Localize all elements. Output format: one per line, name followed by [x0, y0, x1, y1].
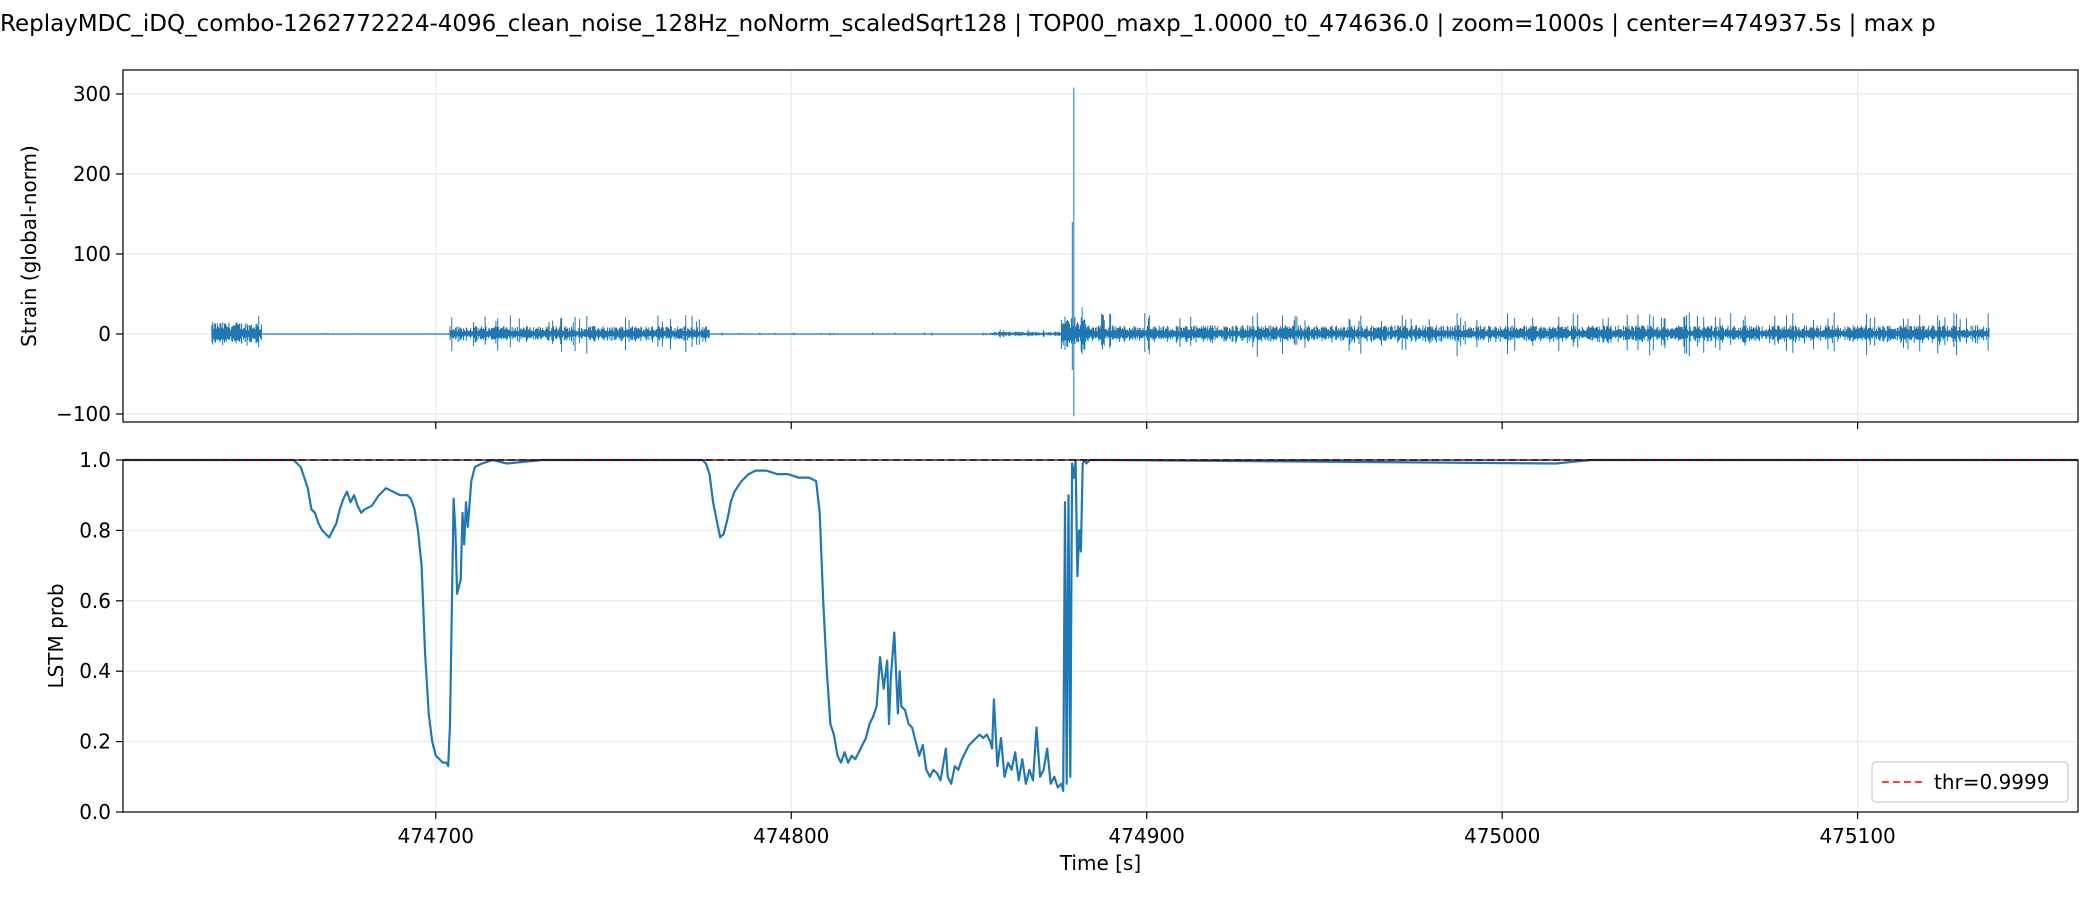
legend: thr=0.9999 — [1871, 761, 2069, 803]
time-x-axis-label: Time [s] — [1059, 851, 1141, 875]
lstm-y-axis-label: LSTM prob — [44, 583, 68, 688]
strain-y-tick-label: 300 — [73, 82, 111, 106]
legend-box — [1871, 761, 2069, 803]
lstm-x-tick-label: 475000 — [1464, 824, 1540, 848]
figure-title: ReplayMDC_iDQ_combo-1262772224-4096_clea… — [0, 11, 1936, 37]
lstm-panel: 474700 474800 474900 475000 475100 0.0 0.2 0.4 0… — [44, 448, 2079, 875]
lstm-x-tick-label: 474700 — [398, 824, 474, 848]
lstm-y-tick-label: 0.6 — [79, 589, 111, 613]
strain-y-axis-label: Strain (global-norm) — [17, 145, 41, 347]
strain-y-tick-label: 100 — [73, 242, 111, 266]
lstm-ticks: 474700 474800 474900 475000 475100 0.0 0.2 0.4 0… — [79, 448, 1896, 848]
strain-axes-frame — [122, 69, 2079, 423]
lstm-y-tick-label: 0.4 — [79, 659, 111, 683]
strain-y-tick-label: 200 — [73, 162, 111, 186]
strain-panel: −100 0 100 200 300 Strain (global-norm) — [17, 69, 2079, 429]
lstm-x-tick-label: 474900 — [1109, 824, 1185, 848]
legend-threshold-label: thr=0.9999 — [1934, 770, 2049, 794]
lstm-y-tick-label: 0.8 — [79, 518, 111, 542]
lstm-x-tick-label: 475100 — [1819, 824, 1895, 848]
lstm-y-tick-label: 1.0 — [79, 448, 111, 472]
lstm-y-tick-label: 0.0 — [79, 800, 111, 824]
strain-plot-area — [211, 87, 1990, 417]
strain-y-tick-label: −100 — [56, 402, 111, 426]
lstm-axes-frame — [122, 459, 2079, 813]
lstm-x-tick-label: 474800 — [753, 824, 829, 848]
lstm-y-tick-label: 0.2 — [79, 730, 111, 754]
strain-ticks: −100 0 100 200 300 — [56, 82, 1859, 429]
lstm-probability-line — [123, 458, 2078, 792]
strain-y-tick-label: 0 — [98, 322, 111, 346]
